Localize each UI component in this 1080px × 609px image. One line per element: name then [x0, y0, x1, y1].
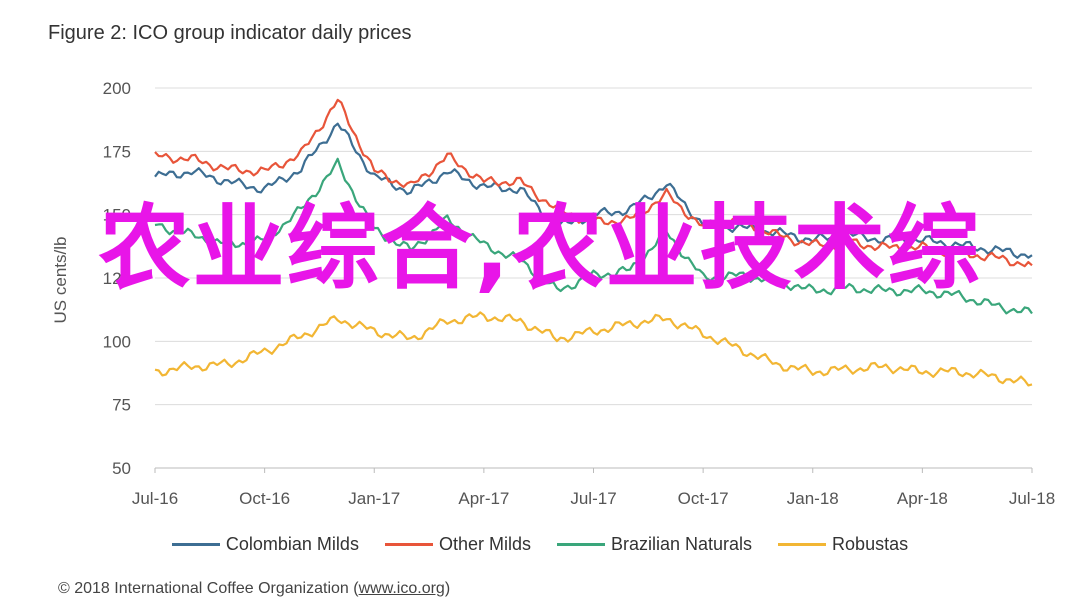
series-line-robustas: [154, 311, 1033, 387]
y-axis-label: US cents/lb: [51, 237, 70, 324]
y-tick-label: 125: [103, 269, 131, 288]
legend-label: Robustas: [832, 534, 909, 554]
x-tick-label: Oct-17: [678, 489, 729, 508]
legend-swatch: [384, 543, 433, 546]
x-tick-label: Jul-18: [1009, 489, 1055, 508]
legend-item: Brazilian Naturals: [556, 534, 753, 555]
x-axis: Jul-16 Oct-16 Jan-17 Apr-17 Jul-17 Oct-17 Jan-…: [132, 468, 1055, 508]
x-tick-label: Jul-17: [570, 489, 616, 508]
x-tick-label: Apr-17: [458, 489, 509, 508]
y-tick-label: 175: [103, 142, 131, 161]
copyright-prefix: © 2018 International Coffee Organization…: [58, 580, 359, 597]
copyright-suffix: ): [444, 580, 451, 597]
series-line-brazilian-naturals: [154, 157, 1033, 315]
legend-label: Colombian Milds: [225, 534, 359, 554]
x-tick-label: Jan-17: [348, 489, 400, 508]
legend-item: Colombian Milds: [171, 534, 359, 555]
y-tick-label: 150: [103, 206, 131, 225]
x-tick-label: Jul-16: [132, 489, 178, 508]
y-tick-label: 75: [112, 396, 131, 415]
y-axis: 50 75 100 125 150 175 200: [103, 79, 131, 478]
series-lines: [154, 98, 1033, 387]
legend-swatch: [171, 543, 220, 546]
x-tick-label: Oct-16: [239, 489, 290, 508]
legend-swatch: [556, 543, 605, 546]
y-tick-label: 200: [103, 79, 131, 98]
y-tick-label: 100: [103, 332, 131, 351]
chart-title: Figure 2: ICO group indicator daily pric…: [48, 22, 412, 44]
chart-plot: 50 75 100 125 150 175 200 Jul-16 Oct-16 Jan-17 Ap…: [51, 79, 1055, 508]
series-line-other-milds: [154, 98, 1033, 268]
y-tick-label: 50: [112, 459, 131, 478]
x-tick-label: Apr-18: [897, 489, 948, 508]
x-tick-label: Jan-18: [787, 489, 839, 508]
copyright-note: © 2018 International Coffee Organization…: [58, 580, 450, 598]
legend-label: Brazilian Naturals: [610, 534, 753, 554]
legend-item: Robustas: [778, 534, 908, 555]
legend: Colombian Milds Other Milds Brazilian Natu…: [0, 534, 1080, 555]
legend-swatch: [778, 543, 827, 546]
series-line-colombian-milds: [154, 122, 1033, 259]
legend-item: Other Milds: [384, 534, 531, 555]
ico-website-link[interactable]: www.ico.org: [358, 580, 445, 597]
gridlines: [155, 87, 1032, 469]
legend-label: Other Milds: [438, 534, 531, 554]
